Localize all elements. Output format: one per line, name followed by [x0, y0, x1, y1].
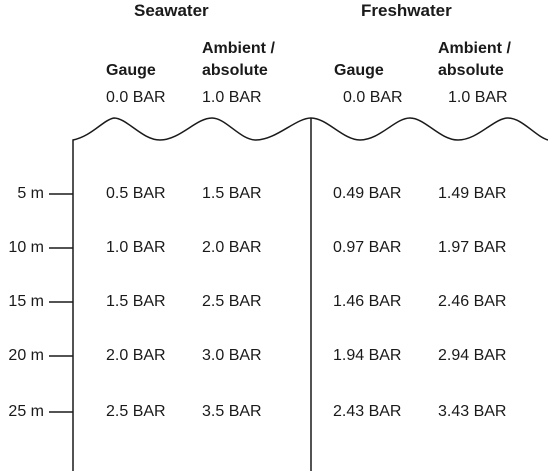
sea-gauge-value: 2.0 BAR [106, 347, 166, 364]
sea-abs-value: 1.5 BAR [202, 185, 262, 202]
sea-gauge-value: 1.0 BAR [106, 239, 166, 256]
depth-label: 5 m [17, 185, 44, 202]
seawater-title: Seawater [134, 1, 209, 20]
depth-label: 20 m [8, 347, 44, 364]
sea-abs-value: 2.0 BAR [202, 239, 262, 256]
sea-gauge-value: 1.5 BAR [106, 293, 166, 310]
sea-gauge-value: 2.5 BAR [106, 403, 166, 420]
sea-abs-value: 3.5 BAR [202, 403, 262, 420]
fresh-gauge-value: 2.43 BAR [333, 403, 402, 420]
fresh-abs-value: 2.46 BAR [438, 293, 507, 310]
fresh-gauge-value: 0.97 BAR [333, 239, 402, 256]
fresh-gauge-header: Gauge [334, 62, 384, 79]
depth-label: 25 m [8, 403, 44, 420]
depth-label: 15 m [8, 293, 44, 310]
fresh-gauge-value: 1.94 BAR [333, 347, 402, 364]
sea-abs-value: 3.0 BAR [202, 347, 262, 364]
freshwater-title: Freshwater [361, 1, 452, 20]
sea-gauge-value: 0.5 BAR [106, 185, 166, 202]
fresh-gauge-value: 0.49 BAR [333, 185, 402, 202]
fresh-ambient-header: Ambient / absolute [438, 40, 511, 79]
fresh-surface-abs: 1.0 BAR [448, 89, 508, 106]
fresh-abs-value: 1.49 BAR [438, 185, 507, 202]
fresh-abs-value: 2.94 BAR [438, 347, 507, 364]
fresh-surface-gauge: 0.0 BAR [343, 89, 403, 106]
sea-abs-value: 2.5 BAR [202, 293, 262, 310]
fresh-gauge-value: 1.46 BAR [333, 293, 402, 310]
sea-surface-gauge: 0.0 BAR [106, 89, 166, 106]
sea-surface-abs: 1.0 BAR [202, 89, 262, 106]
sea-gauge-header: Gauge [106, 62, 156, 79]
depth-label: 10 m [8, 239, 44, 256]
fresh-abs-value: 3.43 BAR [438, 403, 507, 420]
fresh-abs-value: 1.97 BAR [438, 239, 507, 256]
sea-ambient-header: Ambient / absolute [202, 40, 275, 79]
